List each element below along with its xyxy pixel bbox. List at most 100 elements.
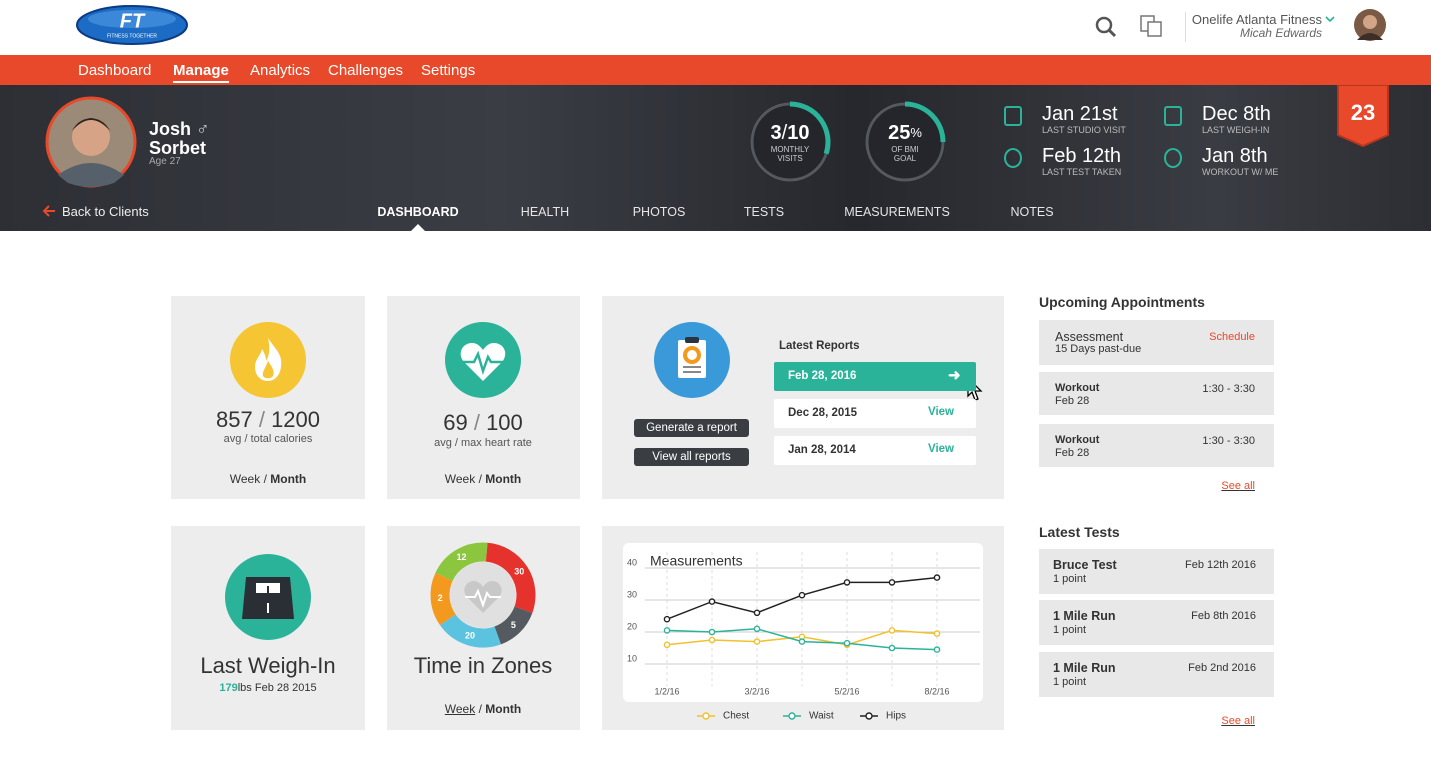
visits-part: 10 [787, 122, 809, 144]
weight: 179 [219, 682, 238, 694]
data-point [888, 579, 896, 586]
link[interactable]: See all [1221, 715, 1255, 727]
period-toggle[interactable]: Week / Month [445, 703, 521, 715]
data-point [888, 627, 896, 634]
legend-marker [865, 712, 873, 720]
link[interactable]: See all [1221, 480, 1255, 492]
test-date: Feb 12th 2016 [1185, 559, 1256, 571]
report-view[interactable]: View [928, 406, 954, 418]
chart-title: Measurements [650, 553, 743, 569]
y-tick-label: 30 [627, 589, 637, 599]
client-age: Age 27 [149, 156, 181, 167]
zone-label: 12 [456, 552, 466, 562]
see-all-appointments[interactable]: See all [1221, 481, 1255, 492]
appointment-sub: Feb 28 [1055, 395, 1090, 407]
back-arrow[interactable] [42, 204, 56, 218]
back-link[interactable]: Back to Clients [62, 204, 149, 219]
test-date: Feb 8th 2016 [1191, 610, 1256, 622]
zone-label: 30 [514, 566, 524, 576]
user-avatar[interactable] [1353, 8, 1387, 42]
y-tick-label: 20 [627, 621, 637, 631]
date-value: Dec 8th [1202, 103, 1271, 125]
week[interactable]: Week [229, 472, 261, 486]
tab[interactable]: NOTES [1010, 205, 1054, 219]
test-name: Bruce Test [1053, 558, 1117, 572]
client-first-name: Josh ♂ [149, 120, 210, 138]
report-row[interactable] [774, 436, 976, 465]
date-value: Jan 8th [1202, 145, 1268, 167]
legend-label: Waist [809, 711, 834, 722]
period-toggle[interactable]: Week / Month [445, 473, 521, 485]
bmi-number: 25 [888, 122, 910, 144]
test[interactable] [1039, 549, 1274, 594]
test[interactable] [1039, 600, 1274, 645]
see-all-tests[interactable]: See all [1221, 716, 1255, 727]
appointment[interactable] [1039, 372, 1274, 415]
reports-title: Latest Reports [779, 340, 860, 352]
x-tick-label: 5/2/16 [834, 686, 859, 696]
data-point [843, 579, 851, 586]
dropdown-chevron[interactable] [1325, 14, 1335, 24]
nav-item[interactable]: Manage [173, 63, 229, 83]
zone-segment [435, 542, 488, 582]
month[interactable]: Month [270, 472, 307, 486]
data-point [753, 625, 761, 633]
tests-title: Latest Tests [1039, 524, 1120, 540]
report-row[interactable] [774, 362, 976, 391]
month[interactable]: Month [485, 702, 522, 716]
x-tick-label: 3/2/16 [744, 686, 769, 696]
date-icon [1004, 148, 1022, 168]
month[interactable]: Month [485, 472, 522, 486]
gauge-label: VISITS [777, 154, 802, 163]
tab[interactable]: MEASUREMENTS [844, 205, 950, 219]
tab[interactable]: PHOTOS [632, 205, 686, 219]
report-view[interactable]: View [928, 443, 954, 455]
appointment-title: Workout [1055, 434, 1100, 446]
separator: / [263, 472, 267, 486]
appointment-title: Assessment [1055, 330, 1124, 344]
week[interactable]: Week [444, 702, 476, 716]
tab[interactable]: DASHBOARD [377, 205, 459, 219]
report-row[interactable] [774, 399, 976, 428]
search-icon[interactable] [1094, 15, 1118, 39]
view-all-reports-button[interactable]: View all reports [634, 448, 749, 466]
nav-item[interactable]: Dashboard [78, 62, 152, 79]
appointment-action[interactable]: Schedule [1209, 331, 1255, 343]
tab[interactable]: HEALTH [520, 205, 570, 219]
appointment[interactable] [1039, 424, 1274, 467]
data-point [663, 627, 671, 634]
studio-name[interactable]: Onelife Atlanta Fitness [1191, 12, 1322, 27]
data-point [888, 644, 896, 652]
visits-part: / [782, 122, 788, 144]
active-tab-pointer [411, 224, 425, 231]
y-tick-label: 40 [627, 557, 637, 567]
nav-item[interactable]: Analytics [250, 62, 311, 79]
tab[interactable]: TESTS [743, 205, 785, 219]
report-date: Feb 28, 2016 [788, 370, 857, 382]
data-point [708, 628, 716, 636]
date: Feb 28 2015 [254, 682, 317, 694]
generate-report-button[interactable]: Generate a report [634, 419, 749, 437]
weigh-in-detail: 179lbs Feb 28 2015 [219, 683, 316, 694]
translate-icon[interactable] [1139, 14, 1163, 38]
gender: ♂ [196, 119, 210, 139]
zone-segment [485, 542, 536, 613]
heart-icon [445, 322, 521, 398]
nav-item[interactable]: Challenges [328, 62, 404, 79]
appointment[interactable] [1039, 320, 1274, 365]
nav-bar [0, 55, 1431, 85]
client-photo [45, 96, 137, 188]
logo[interactable]: FT FITNESS TOGETHER [74, 3, 190, 49]
week[interactable]: Week [444, 472, 476, 486]
data-point [798, 638, 806, 645]
nav-item[interactable]: Settings [421, 62, 476, 79]
zones-donut: 12 30 5 20 2 [430, 542, 536, 648]
logo-subtext: FITNESS TOGETHER [107, 33, 157, 39]
flame-icon [230, 322, 306, 398]
period-toggle[interactable]: Week / Month [230, 473, 306, 485]
date-value: Jan 21st [1042, 103, 1118, 125]
client-last-name: Sorbet [149, 138, 207, 158]
test[interactable] [1039, 652, 1274, 697]
data-point [933, 630, 941, 637]
data-point [753, 609, 761, 617]
